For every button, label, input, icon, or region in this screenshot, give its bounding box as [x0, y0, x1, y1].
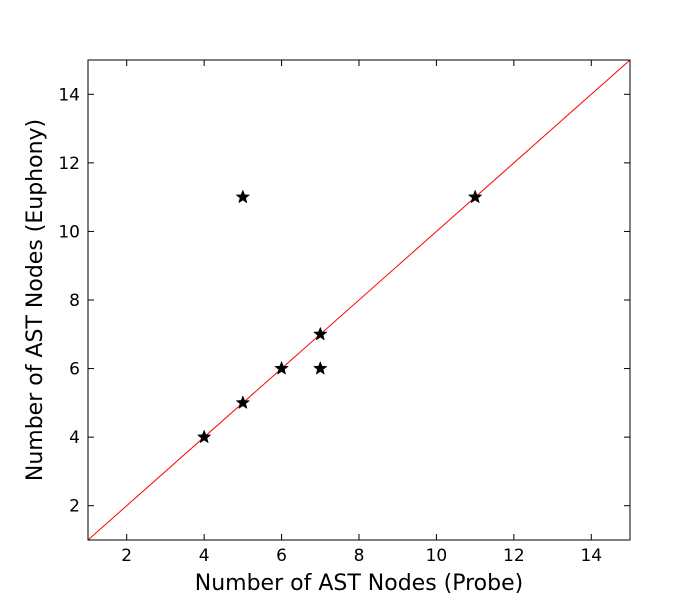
y-tick-label: 6 [69, 360, 80, 380]
x-tick-label: 6 [276, 546, 287, 566]
y-tick-label: 14 [58, 85, 80, 105]
x-tick-label: 2 [121, 546, 132, 566]
data-point-star [312, 326, 328, 341]
y-tick-label: 10 [58, 222, 80, 242]
tick-labels: 2 4 6 8 10 12 14 2 4 6 8 10 12 14 [58, 85, 602, 566]
x-tick-label: 10 [426, 546, 448, 566]
data-point-star [196, 429, 212, 444]
x-tick-label: 4 [199, 546, 210, 566]
plot-area [87, 59, 631, 541]
plot-frame [87, 59, 631, 541]
reference-line-y-equals-x [87, 59, 631, 541]
x-tick-label: 8 [354, 546, 365, 566]
y-axis-label: Number of AST Nodes (Euphony) [23, 119, 48, 481]
axis-ticks [88, 60, 630, 540]
y-tick-label: 4 [69, 428, 80, 448]
x-tick-label: 14 [580, 546, 602, 566]
y-tick-label: 8 [69, 291, 80, 311]
data-point-star [312, 360, 328, 375]
y-tick-label: 12 [58, 154, 80, 174]
x-tick-label: 12 [503, 546, 525, 566]
data-point-star [235, 189, 251, 204]
x-axis-label: Number of AST Nodes (Probe) [195, 571, 523, 596]
data-point-star [235, 395, 251, 410]
data-point-star [467, 189, 483, 204]
y-tick-label: 2 [69, 497, 80, 517]
data-point-star [274, 360, 289, 375]
